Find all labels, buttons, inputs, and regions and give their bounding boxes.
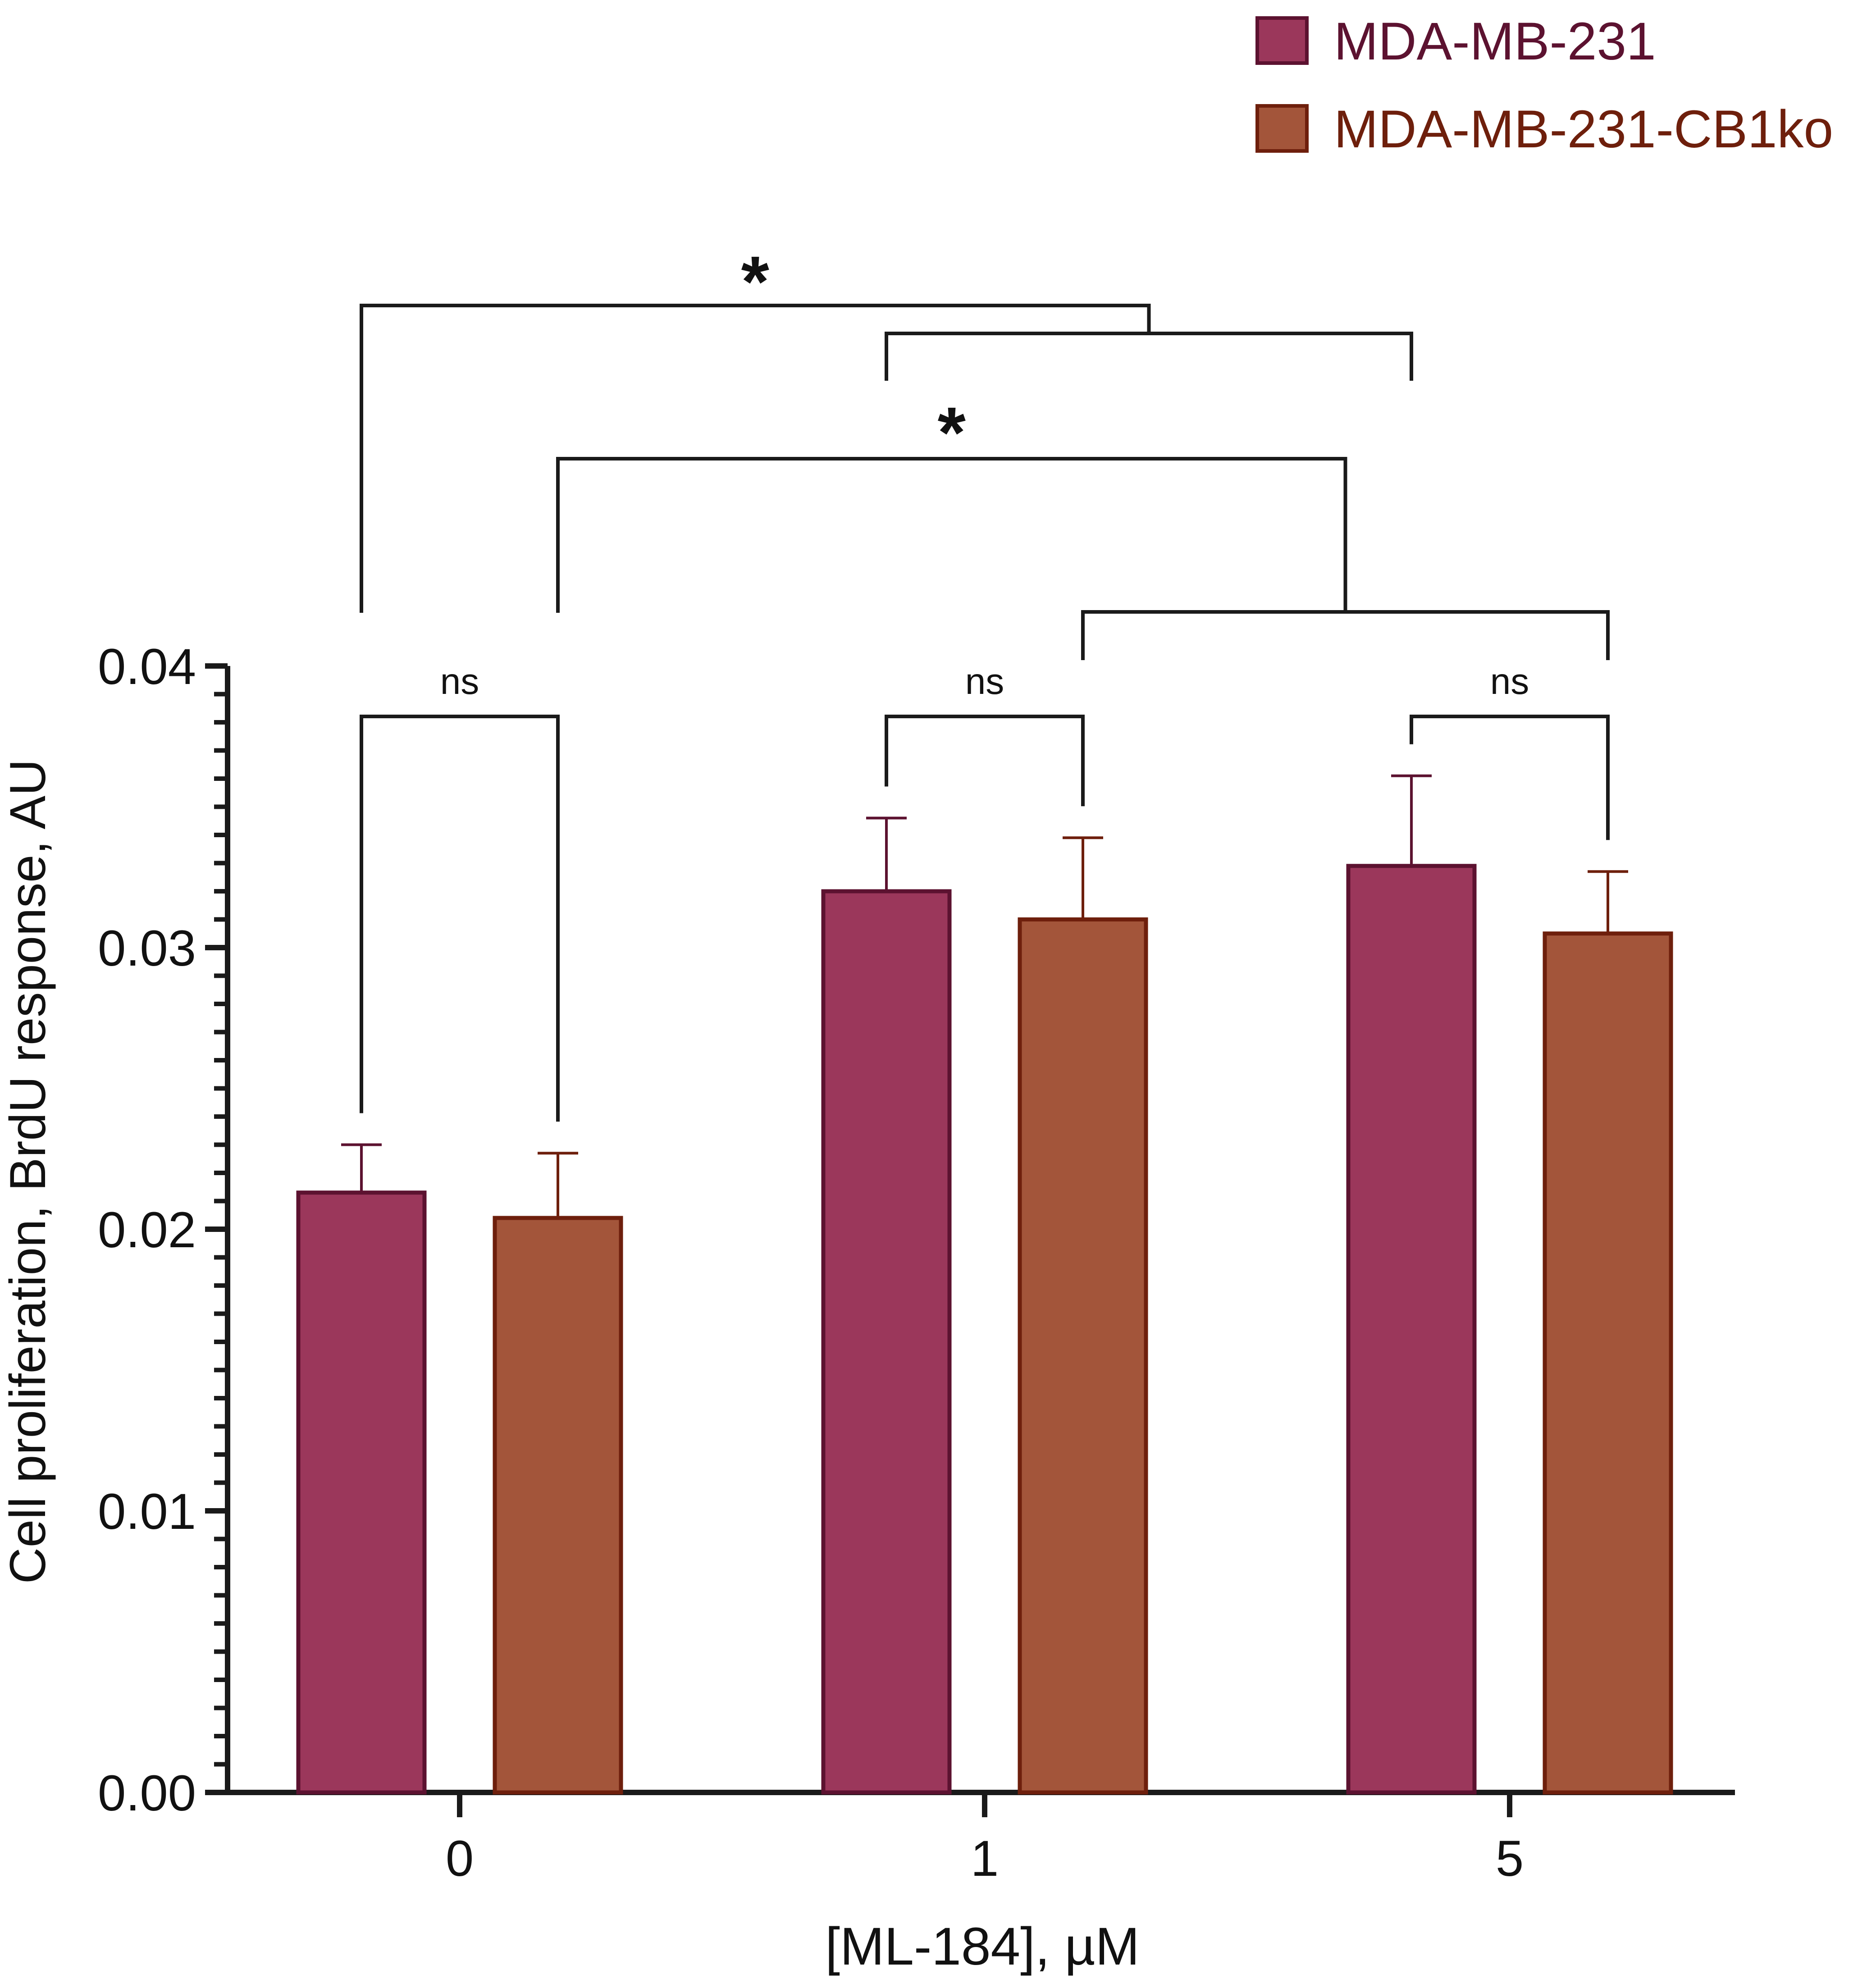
significance-layer: ns ns ns * *	[360, 241, 1610, 1122]
legend: MDA-MB-231 MDA-MB-231-CB1ko	[1255, 12, 1833, 159]
legend-swatch-mda-mb-231	[1255, 16, 1309, 65]
ns-label: ns	[1490, 661, 1529, 702]
significance-star: *	[741, 241, 770, 322]
ns-label: ns	[440, 661, 479, 702]
ns-bracket	[885, 715, 1085, 807]
x-tick-label: 1	[971, 1830, 999, 1887]
y-tick-label: 0.04	[98, 638, 196, 695]
y-tick-label: 0.02	[98, 1202, 196, 1258]
y-tick-label: 0.01	[98, 1483, 196, 1540]
bar	[296, 1190, 427, 1795]
y-tick-label: 0.03	[98, 920, 196, 976]
bar	[1346, 864, 1477, 1795]
legend-swatch-mda-mb-231-cb1ko	[1255, 104, 1309, 153]
ns-bracket	[360, 715, 560, 1122]
ns-label: ns	[965, 661, 1004, 702]
bars-layer	[296, 774, 1673, 1795]
legend-label-mda-mb-231: MDA-MB-231	[1334, 12, 1656, 71]
legend-label-mda-mb-231-cb1ko: MDA-MB-231-CB1ko	[1334, 100, 1833, 159]
significance-sub-bracket	[885, 332, 1413, 381]
y-axis-label: Cell proliferation, BrdU response, AU	[0, 759, 56, 1584]
significance-bracket	[556, 457, 1347, 613]
x-tick-label: 0	[446, 1830, 474, 1887]
y-tick-label: 0.00	[98, 1765, 196, 1821]
x-tick-label: 5	[1496, 1830, 1524, 1887]
x-axis-label: [ML-184], µM	[825, 1917, 1140, 1976]
bar	[493, 1216, 623, 1795]
axes-layer: 0.00 0.01 0.02 0.03 0.04 0 1 5	[98, 638, 1735, 1887]
ns-bracket	[1410, 715, 1610, 840]
significance-sub-bracket	[1081, 610, 1610, 660]
bar	[1543, 931, 1673, 1795]
significance-star: *	[938, 392, 966, 473]
bar	[1018, 917, 1148, 1795]
bar	[821, 889, 952, 1795]
significance-bracket	[360, 304, 1151, 613]
